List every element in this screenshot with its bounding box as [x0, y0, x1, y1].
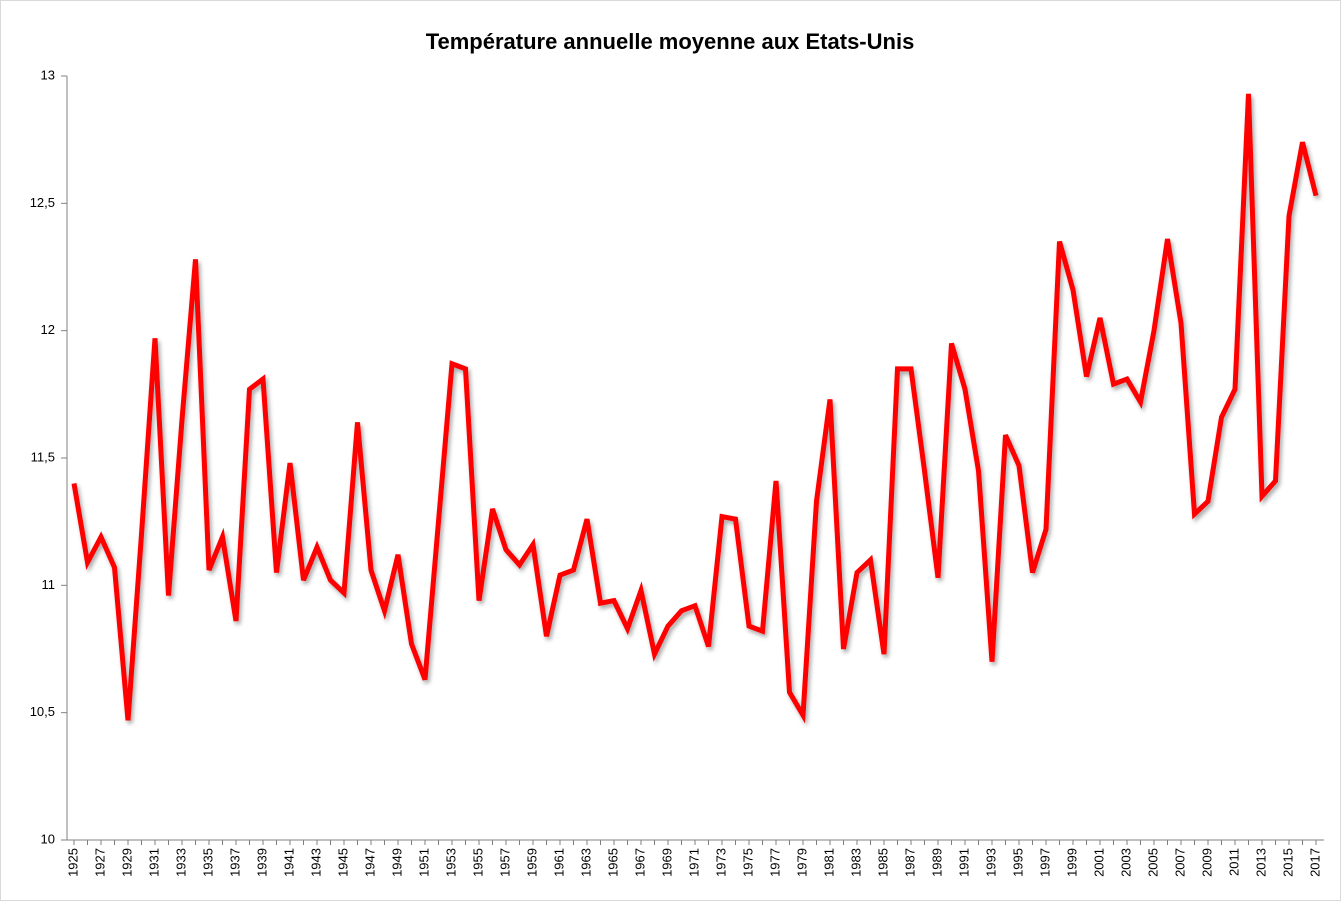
x-tick-label: 1937: [227, 848, 242, 877]
y-tick-label: 10,5: [30, 704, 55, 719]
x-tick-label: 1953: [443, 848, 458, 877]
x-tick-label: 1929: [119, 848, 134, 877]
y-tick-label: 12: [41, 322, 55, 337]
x-tick-label: 2005: [1145, 848, 1160, 877]
x-tick-label: 2009: [1199, 848, 1214, 877]
y-tick-label: 12,5: [30, 195, 55, 210]
chart-title: Température annuelle moyenne aux Etats-U…: [426, 29, 915, 54]
x-tick-label: 1999: [1064, 848, 1079, 877]
x-tick-label: 1935: [200, 848, 215, 877]
x-tick-label: 1931: [146, 848, 161, 877]
x-tick-label: 1993: [983, 848, 998, 877]
x-tick-label: 2017: [1307, 848, 1322, 877]
x-tick-label: 1991: [956, 848, 971, 877]
x-tick-label: 1965: [605, 848, 620, 877]
x-tick-label: 1961: [551, 848, 566, 877]
x-tick-label: 1985: [875, 848, 890, 877]
x-tick-label: 1945: [335, 848, 350, 877]
x-tick-label: 1933: [173, 848, 188, 877]
x-tick-label: 1967: [632, 848, 647, 877]
x-tick-label: 1957: [497, 848, 512, 877]
x-tick-label: 1939: [254, 848, 269, 877]
x-tick-label: 1981: [821, 848, 836, 877]
x-tick-label: 1997: [1037, 848, 1052, 877]
x-tick-label: 2013: [1253, 848, 1268, 877]
x-tick-label: 2003: [1118, 848, 1133, 877]
x-tick-label: 1979: [794, 848, 809, 877]
x-tick-label: 1959: [524, 848, 539, 877]
y-tick-label: 10: [41, 831, 55, 846]
x-tick-label: 1969: [659, 848, 674, 877]
x-tick-label: 1987: [902, 848, 917, 877]
x-tick-label: 1995: [1010, 848, 1025, 877]
x-tick-label: 1977: [767, 848, 782, 877]
x-tick-label: 1951: [416, 848, 431, 877]
x-tick-label: 1925: [65, 848, 80, 877]
x-tick-label: 2001: [1091, 848, 1106, 877]
x-tick-label: 2011: [1226, 848, 1241, 876]
data-line: [71, 93, 1319, 724]
x-tick-label: 1989: [929, 848, 944, 877]
x-tick-label: 1973: [713, 848, 728, 877]
y-tick-label: 11: [42, 577, 56, 592]
x-tick-label: 2015: [1280, 848, 1295, 877]
x-tick-label: 1971: [686, 848, 701, 877]
x-tick-label: 1983: [848, 848, 863, 877]
x-tick-label: 1963: [578, 848, 593, 877]
y-tick-label: 11,5: [31, 449, 55, 464]
x-tick-label: 1947: [362, 848, 377, 877]
x-tick-label: 1955: [470, 848, 485, 877]
x-tick-label: 1943: [308, 848, 323, 877]
x-tick-label: 1941: [281, 848, 296, 877]
x-tick-label: 2007: [1172, 848, 1187, 877]
x-tick-label: 1975: [740, 848, 755, 877]
x-tick-label: 1927: [92, 848, 107, 877]
y-tick-label: 13: [41, 67, 55, 82]
x-tick-label: 1949: [389, 848, 404, 877]
